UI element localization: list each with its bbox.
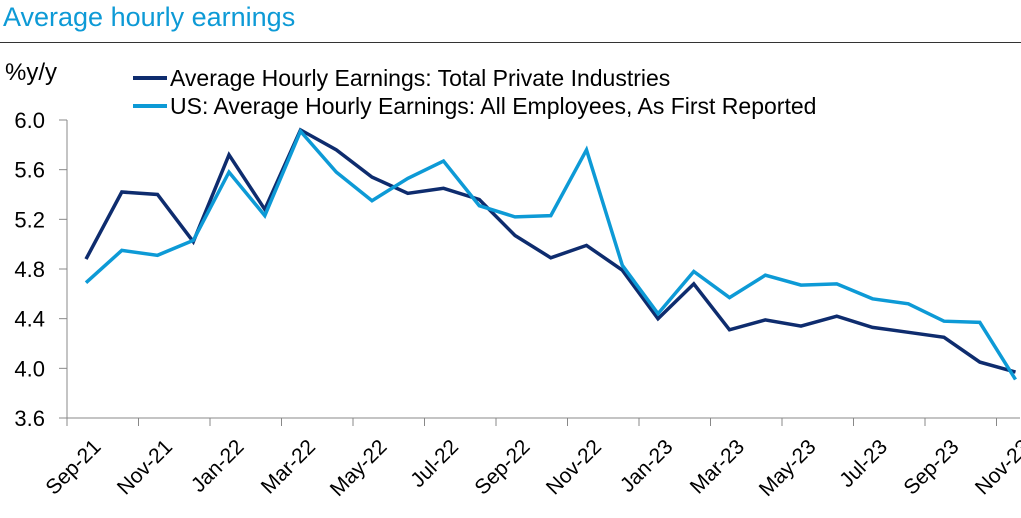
page-title: Average hourly earnings [3, 2, 296, 32]
x-tick-label: Mar-23 [686, 435, 749, 498]
x-tick-label: May-22 [326, 435, 392, 501]
y-tick-label: 5.6 [14, 158, 45, 183]
x-tick-label: Jan-22 [187, 435, 249, 497]
y-tick-label: 3.6 [14, 406, 45, 431]
title-divider [0, 42, 1021, 43]
x-tick-label: Jul-23 [835, 435, 892, 492]
series-line-1 [84, 127, 1016, 374]
legend: Average Hourly Earnings: Total Private I… [133, 65, 816, 119]
series-line-2 [84, 127, 1017, 381]
x-tick-label: Sep-21 [41, 435, 105, 499]
x-tick-label: Jan-23 [616, 435, 678, 497]
x-tick-label: Mar-22 [257, 435, 320, 498]
y-tick-label: 4.8 [14, 257, 45, 282]
legend-label-2: US: Average Hourly Earnings: All Employe… [170, 93, 816, 119]
series-lines [84, 127, 1017, 381]
x-tick-label: Nov-23 [971, 435, 1021, 499]
y-tick-label: 5.2 [14, 207, 45, 232]
y-axis-label: %y/y [5, 59, 57, 86]
y-tick-label: 4.0 [14, 356, 45, 381]
y-tick-label: 6.0 [14, 108, 45, 133]
x-tick-label: Nov-21 [113, 435, 177, 499]
x-tick-label: Nov-22 [542, 435, 606, 499]
x-tick-label: May-23 [755, 435, 821, 501]
y-tick-label: 4.4 [14, 307, 45, 332]
legend-label-1: Average Hourly Earnings: Total Private I… [170, 65, 670, 91]
x-tick-label: Sep-23 [899, 435, 963, 499]
x-tick-label: Jul-22 [406, 435, 463, 492]
x-tick-label: Sep-22 [470, 435, 534, 499]
